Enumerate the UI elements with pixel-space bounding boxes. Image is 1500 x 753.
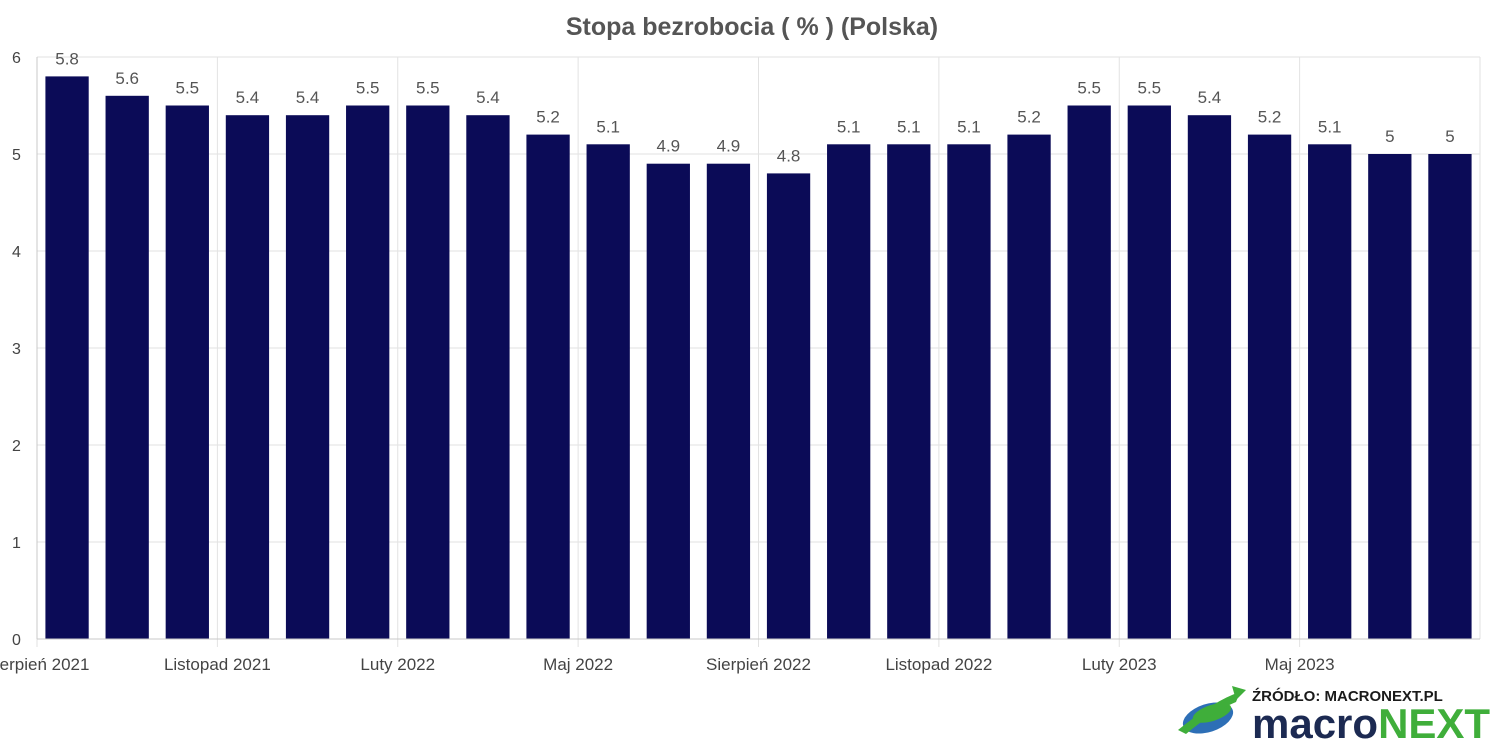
- y-tick-label: 2: [12, 438, 21, 455]
- bar-value-label: 5.5: [1137, 79, 1161, 98]
- bar: [45, 76, 89, 639]
- macronext-logo: ŹRÓDŁO: MACRONEXT.PL macroNEXT: [1178, 686, 1490, 747]
- y-tick-label: 5: [12, 147, 21, 164]
- bar: [1127, 105, 1171, 639]
- source-label: ŹRÓDŁO: MACRONEXT.PL: [1252, 687, 1443, 705]
- x-tick-label: Maj 2022: [543, 655, 613, 674]
- bar: [706, 163, 751, 639]
- bar: [1368, 154, 1412, 639]
- logo-text-macro: macro: [1252, 700, 1378, 747]
- logo-text-next: NEXT: [1378, 700, 1490, 747]
- bar: [285, 115, 330, 639]
- bar-value-label: 5.8: [55, 49, 79, 68]
- bar: [1428, 154, 1472, 639]
- grid-layer: [36, 56, 1481, 647]
- bar: [1187, 115, 1232, 639]
- bar-value-label: 5.1: [897, 117, 921, 136]
- bar: [165, 105, 209, 639]
- bar: [1067, 105, 1111, 639]
- x-tick-label: Listopad 2022: [885, 655, 992, 674]
- bar: [346, 105, 390, 639]
- bar: [947, 144, 991, 640]
- bar-value-label: 5.2: [536, 108, 560, 127]
- bar-value-label: 5: [1445, 127, 1454, 146]
- bar-value-label: 5.1: [596, 117, 620, 136]
- bar: [225, 115, 270, 639]
- bar-value-label: 5.5: [175, 79, 199, 98]
- bar-value-label: 5.1: [837, 117, 861, 136]
- bar-value-label: 5.5: [1077, 79, 1101, 98]
- bar: [1308, 144, 1352, 640]
- x-tick-label: Maj 2023: [1265, 655, 1335, 674]
- x-tick-label: Sierpień 2021: [0, 655, 89, 674]
- bar-value-label: 4.9: [656, 137, 680, 156]
- logo-wordmark: macroNEXT: [1252, 700, 1490, 747]
- x-tick-label: Listopad 2021: [164, 655, 271, 674]
- bar-value-label: 5.5: [356, 79, 380, 98]
- y-tick-label: 1: [12, 535, 21, 552]
- bar: [1007, 134, 1051, 639]
- chart-title: Stopa bezrobocia ( % ) (Polska): [566, 13, 938, 41]
- bar: [586, 144, 630, 640]
- value-label-layer: 5.8 5.6 5.5 5.4 5.4 5.5 5.5 5.4 5.2 5.1 4.9 4.9 4.8 5…: [55, 49, 1454, 165]
- bar: [827, 144, 871, 640]
- bar-value-label: 5.6: [115, 69, 139, 88]
- bar-value-label: 4.9: [717, 137, 741, 156]
- y-tick-label: 4: [12, 244, 21, 261]
- y-tick-label: 6: [12, 50, 21, 67]
- bar-value-label: 5.5: [416, 79, 440, 98]
- x-tick-label: Sierpień 2022: [706, 655, 811, 674]
- bar-value-label: 5.2: [1017, 108, 1041, 127]
- axis-layer: 0 1 2 3 4 5 6 Sierpień 2021 Listopad 2021 Luty 20…: [0, 50, 1480, 674]
- bar: [646, 163, 690, 639]
- globe-swoosh-icon: [1178, 686, 1246, 734]
- bar-layer: [45, 76, 1472, 640]
- x-tick-label: Luty 2022: [360, 655, 435, 674]
- bar: [105, 95, 149, 640]
- bar: [766, 173, 811, 639]
- bar-value-label: 5.1: [1318, 117, 1342, 136]
- bar-value-label: 5.4: [296, 88, 320, 107]
- bar: [1247, 134, 1292, 639]
- bar: [466, 115, 510, 639]
- bar: [887, 144, 931, 640]
- bar-value-label: 5.1: [957, 117, 981, 136]
- bar-value-label: 5.4: [1198, 88, 1222, 107]
- bar-value-label: 5.2: [1258, 108, 1282, 127]
- y-tick-label: 0: [12, 632, 21, 649]
- y-tick-label: 3: [12, 341, 21, 358]
- bar-value-label: 5.4: [476, 88, 500, 107]
- bar-value-label: 4.8: [777, 146, 801, 165]
- bar-value-label: 5: [1385, 127, 1394, 146]
- x-tick-label: Luty 2023: [1082, 655, 1157, 674]
- bar: [406, 105, 450, 639]
- bar-value-label: 5.4: [236, 88, 260, 107]
- bar: [526, 134, 570, 639]
